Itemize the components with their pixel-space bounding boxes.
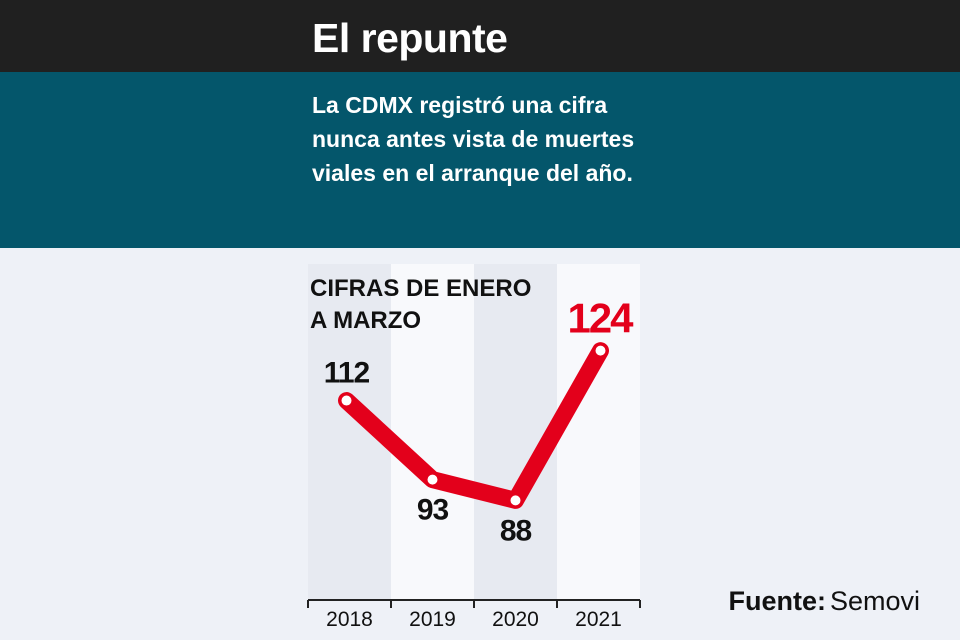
x-tick-labels: 2018 2019 2020 2021 <box>326 608 622 631</box>
data-point-2018 <box>339 393 354 408</box>
x-tick-label-2018: 2018 <box>326 608 373 631</box>
column-bands <box>308 264 640 600</box>
line-chart: 2018 2019 2020 2021 CIFRAS DE ENERO A MARZO… <box>307 264 641 631</box>
data-point-2021 <box>593 343 608 358</box>
column-band-2020 <box>474 264 557 600</box>
chart-title-line-2: A MARZO <box>310 307 421 334</box>
chart-title-line-1: CIFRAS DE ENERO <box>310 275 531 302</box>
page-subtitle: La CDMX registró una cifra nunca antes v… <box>312 92 635 186</box>
data-labels: 112 93 88 124 <box>324 295 636 548</box>
data-label-2019: 93 <box>417 494 449 527</box>
column-band-2021 <box>557 264 640 600</box>
subtitle-bar <box>0 72 960 248</box>
data-label-2021: 124 <box>567 295 634 342</box>
x-ticks <box>307 600 641 608</box>
data-label-2020: 88 <box>500 514 532 547</box>
data-points <box>339 343 608 508</box>
x-tick-label-2019: 2019 <box>409 608 456 631</box>
x-tick-label-2021: 2021 <box>575 608 622 631</box>
data-point-2020 <box>508 493 523 508</box>
page-title: El repunte <box>312 15 508 61</box>
data-label-2018: 112 <box>324 357 370 390</box>
x-tick-label-2020: 2020 <box>492 608 539 631</box>
title-bar <box>0 0 960 72</box>
source-label: Fuente: <box>728 586 826 616</box>
series-line <box>338 342 609 509</box>
data-point-2019 <box>425 472 440 487</box>
column-band-2019 <box>391 264 474 600</box>
series-line-group <box>338 342 609 509</box>
source-value: Semovi <box>829 586 920 616</box>
source-credit: Fuente: Semovi <box>728 586 920 617</box>
